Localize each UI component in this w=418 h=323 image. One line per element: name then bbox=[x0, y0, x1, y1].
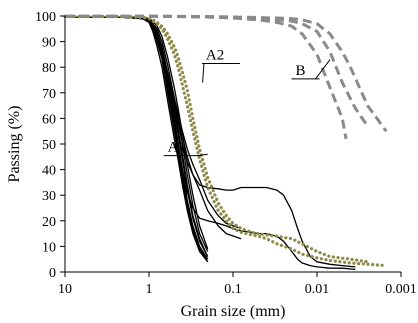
annotation-leader bbox=[202, 63, 205, 83]
series-layer bbox=[63, 14, 388, 271]
y-tick-label: 80 bbox=[42, 61, 56, 76]
y-tick-label: 100 bbox=[35, 10, 56, 25]
series-line-a1-7 bbox=[65, 16, 209, 263]
y-tick-label: 70 bbox=[42, 87, 56, 102]
annotation-leader bbox=[197, 153, 208, 157]
series-line-a1-4 bbox=[65, 16, 209, 252]
annotation-label-a1: A1 bbox=[168, 140, 186, 156]
y-tick-label: 50 bbox=[42, 138, 56, 153]
series-line-b-15 bbox=[65, 14, 348, 140]
series-line-a2-14 bbox=[63, 14, 388, 268]
series-line-a1-6 bbox=[65, 16, 209, 250]
series-line-a1-1 bbox=[65, 16, 209, 260]
y-tick-label: 20 bbox=[42, 215, 56, 230]
series-line-b-17 bbox=[65, 14, 388, 133]
annotation-label-a2: A2 bbox=[206, 48, 224, 64]
series-line-a1-2 bbox=[65, 16, 209, 257]
y-tick-label: 0 bbox=[49, 266, 56, 281]
y-axis-title: Passing (%) bbox=[6, 106, 23, 183]
series-line-a1-3 bbox=[65, 16, 209, 260]
y-tick-label: 10 bbox=[42, 240, 56, 255]
y-tick-label: 90 bbox=[42, 36, 56, 51]
x-axis-title: Grain size (mm) bbox=[181, 303, 286, 320]
series-line-a1-12 bbox=[65, 16, 356, 271]
x-tick-label: 0.1 bbox=[224, 282, 242, 297]
x-tick-label: 0.01 bbox=[305, 282, 330, 297]
x-tick-label: 10 bbox=[58, 282, 72, 297]
series-line-a1-5 bbox=[65, 16, 209, 263]
annotation-layer: A1 A2 B bbox=[163, 48, 331, 157]
axis-layer bbox=[60, 15, 402, 277]
y-tick-label: 40 bbox=[42, 164, 56, 179]
x-tick-label: 0.001 bbox=[385, 282, 417, 297]
series-line-a1-8 bbox=[65, 16, 209, 257]
x-tick-label: 1 bbox=[146, 282, 153, 297]
annotation-leader bbox=[315, 59, 331, 80]
y-tick-label: 60 bbox=[42, 112, 56, 127]
series-line-a2-13 bbox=[63, 14, 370, 264]
y-tick-label: 30 bbox=[42, 189, 56, 204]
annotation-label-b: B bbox=[296, 63, 306, 79]
